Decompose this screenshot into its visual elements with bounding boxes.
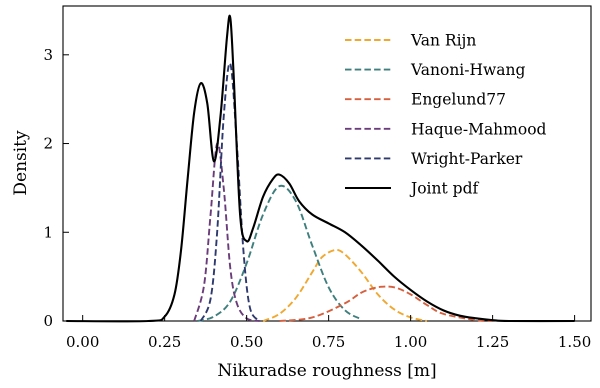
legend: Van Rijn Vanoni-Hwang Engelund77 Haque-Mahm… [345, 32, 547, 198]
series-line-0 [262, 248, 428, 322]
y-tick-label: 3 [43, 46, 53, 64]
legend-label-1: Vanoni-Hwang [410, 61, 526, 79]
plot-frame [62, 5, 592, 322]
y-axis-label: Density [11, 130, 31, 196]
y-tick-label: 0 [43, 312, 53, 330]
y-tick-label: 1 [43, 223, 53, 241]
x-tick-label: 1.00 [394, 333, 427, 351]
legend-label-2: Engelund77 [411, 91, 506, 109]
series-line-3 [193, 142, 260, 322]
series-layer [66, 14, 575, 323]
x-tick-label: 0.75 [312, 333, 345, 351]
x-tick-label: 0.00 [66, 333, 99, 351]
series-line-1 [197, 184, 362, 322]
series-line-5 [66, 14, 575, 323]
legend-label-3: Haque-Mahmood [411, 120, 547, 138]
series-line-4 [199, 62, 261, 322]
legend-label-5: Joint pdf [409, 180, 479, 198]
x-tick-label: 1.25 [476, 333, 509, 351]
tick-layer: 0.00 0.25 0.50 0.75 1.00 1.25 1.50 0 1 2 3 [43, 46, 591, 351]
series-line-2 [279, 285, 493, 322]
legend-label-4: Wright-Parker [411, 150, 523, 168]
x-tick-label: 1.50 [558, 333, 591, 351]
legend-label-0: Van Rijn [410, 32, 476, 50]
x-axis-label: Nikuradse roughness [m] [217, 361, 436, 381]
y-tick-label: 2 [43, 135, 53, 153]
x-tick-label: 0.25 [148, 333, 181, 351]
x-tick-label: 0.50 [230, 333, 263, 351]
